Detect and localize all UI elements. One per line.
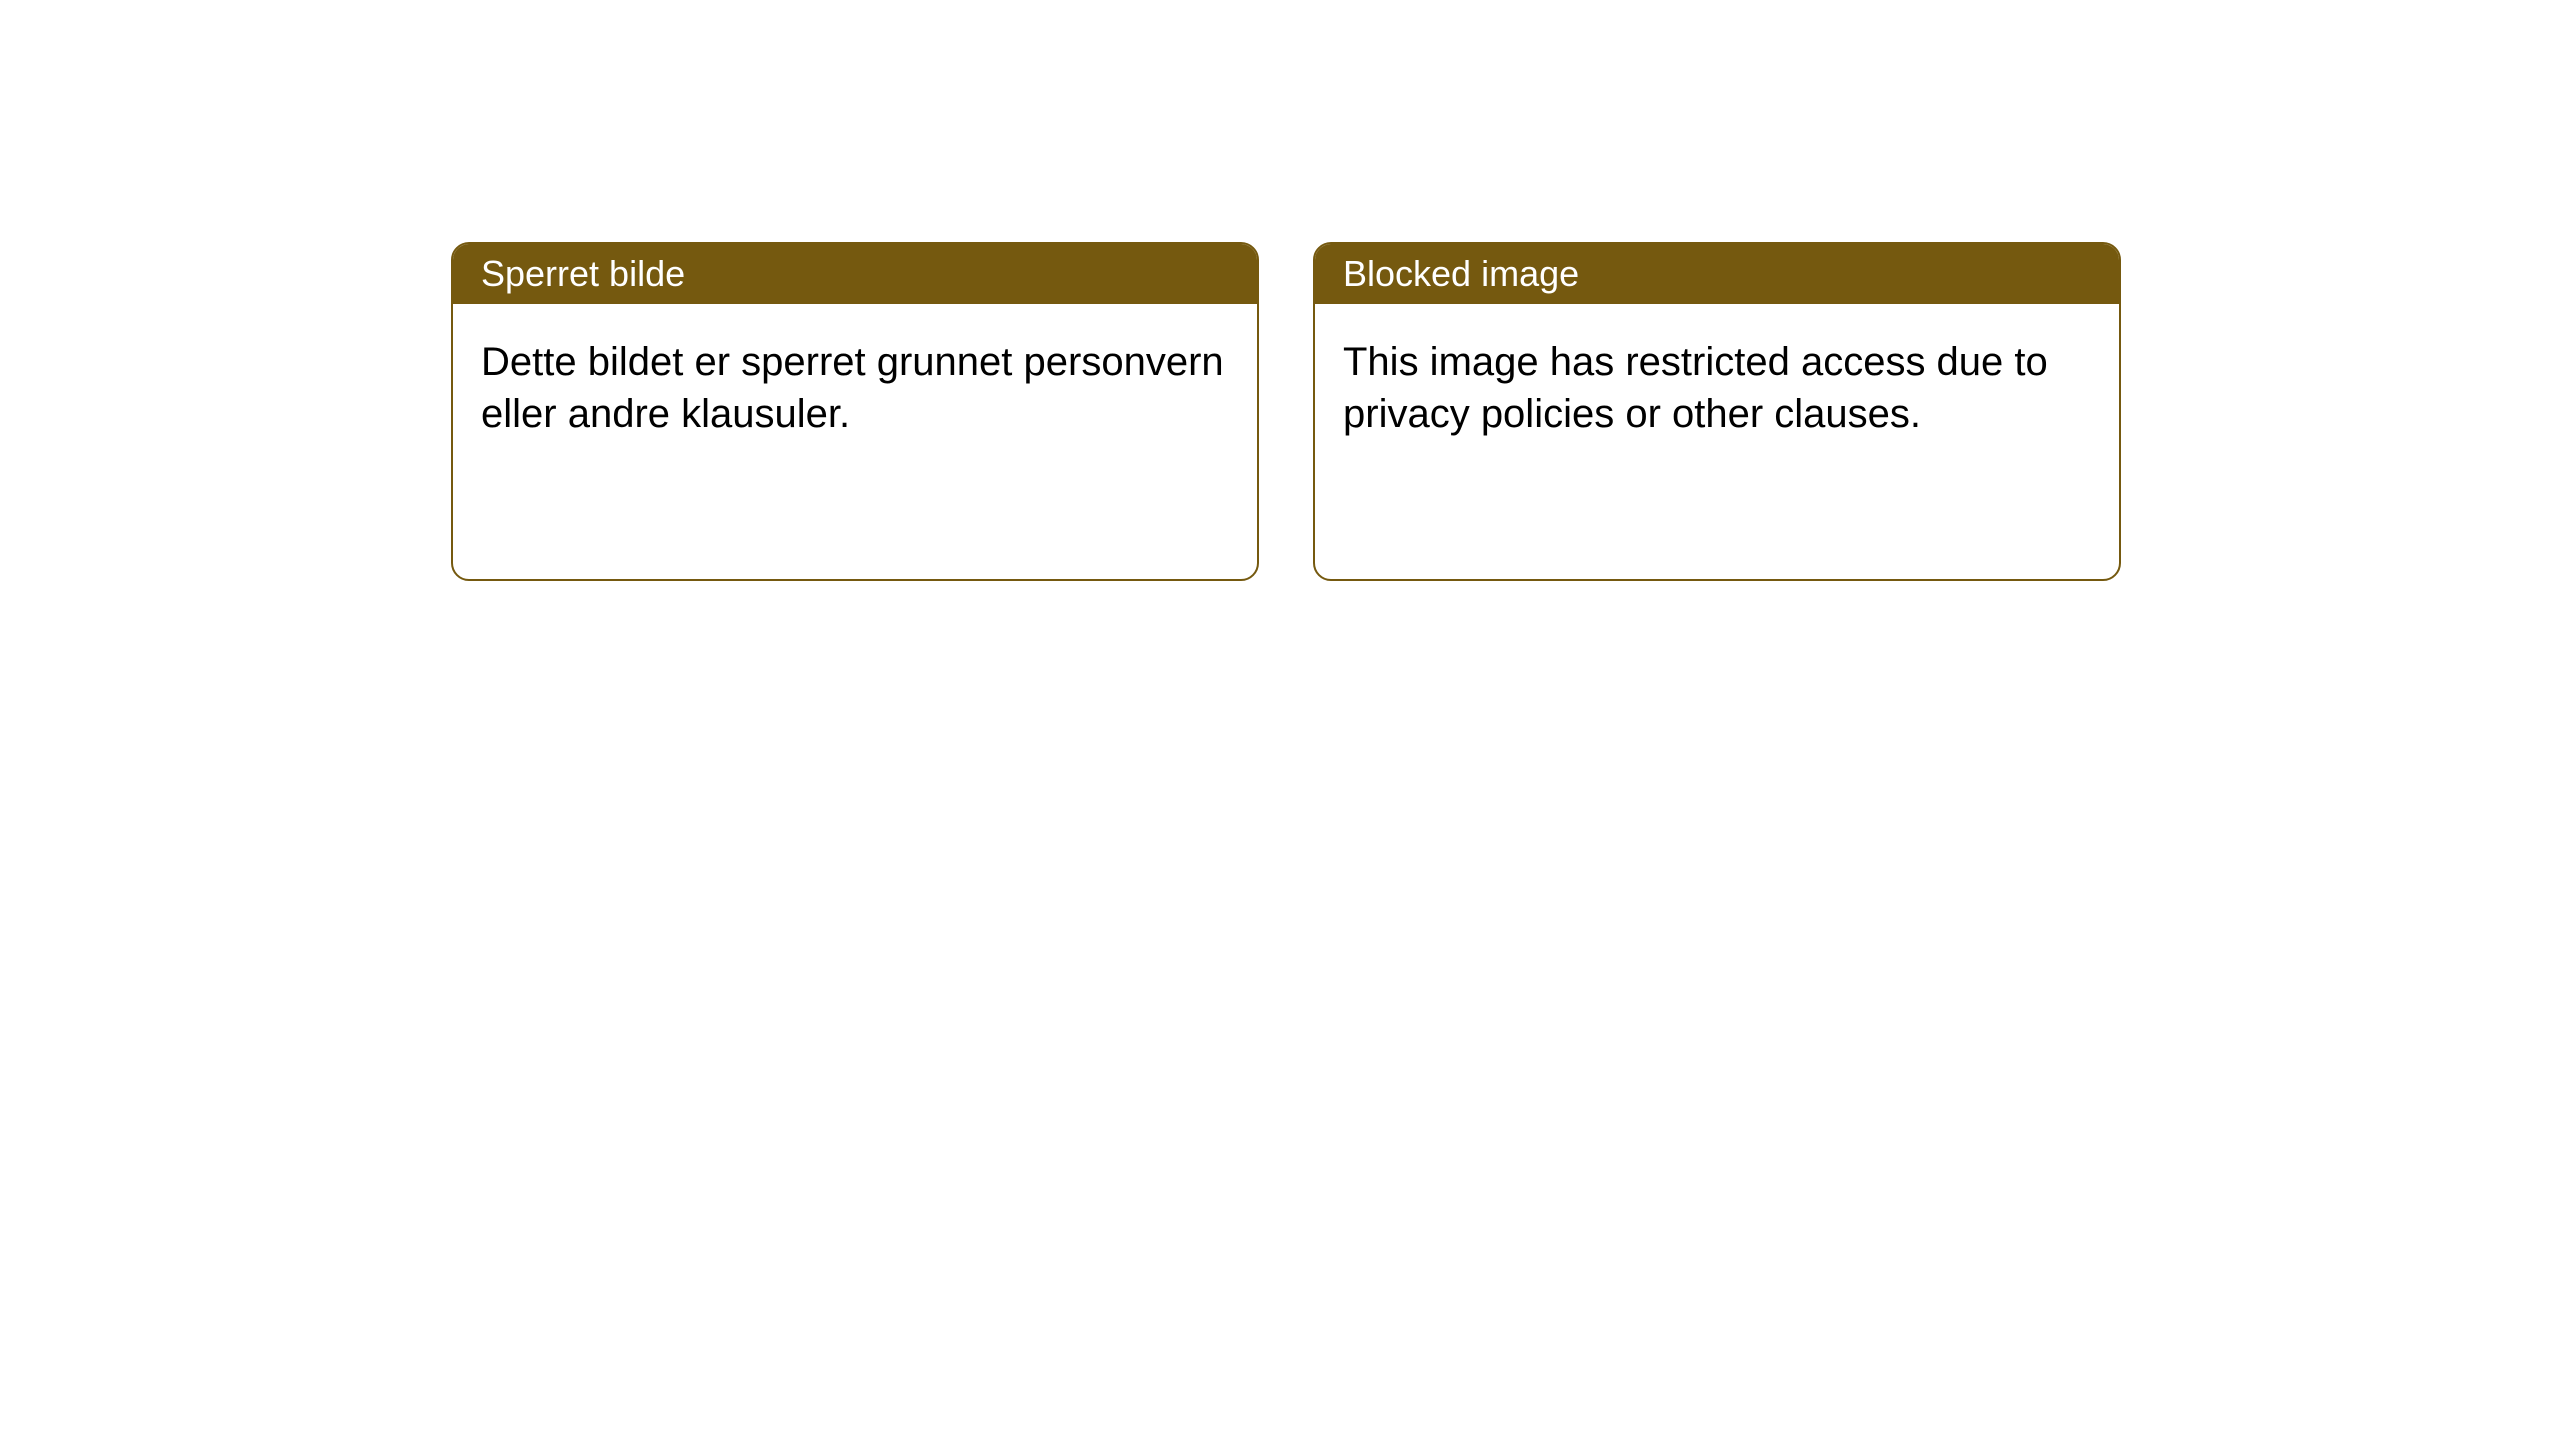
card-title: Sperret bilde <box>481 253 685 295</box>
card-header: Sperret bilde <box>453 244 1257 304</box>
card-body: Dette bildet er sperret grunnet personve… <box>453 304 1257 472</box>
notice-card-norwegian: Sperret bilde Dette bildet er sperret gr… <box>451 242 1259 581</box>
card-body-text: This image has restricted access due to … <box>1343 340 2048 436</box>
notice-cards-container: Sperret bilde Dette bildet er sperret gr… <box>451 242 2121 581</box>
notice-card-english: Blocked image This image has restricted … <box>1313 242 2121 581</box>
card-body-text: Dette bildet er sperret grunnet personve… <box>481 340 1224 436</box>
card-header: Blocked image <box>1315 244 2119 304</box>
card-title: Blocked image <box>1343 253 1579 295</box>
card-body: This image has restricted access due to … <box>1315 304 2119 472</box>
